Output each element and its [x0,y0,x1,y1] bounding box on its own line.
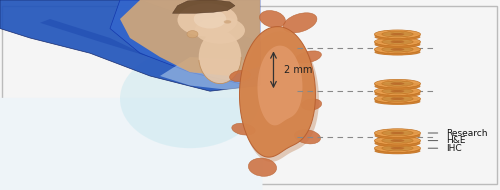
Ellipse shape [374,38,420,46]
Ellipse shape [390,147,404,150]
Ellipse shape [390,97,404,100]
Ellipse shape [374,140,420,147]
Ellipse shape [248,158,276,176]
Ellipse shape [374,31,420,40]
Ellipse shape [187,31,198,38]
Ellipse shape [382,130,413,136]
Polygon shape [160,57,260,91]
Ellipse shape [374,42,420,48]
Ellipse shape [382,96,413,102]
Ellipse shape [374,39,420,48]
Text: Research: Research [446,128,488,138]
Text: IHC: IHC [446,144,462,153]
Ellipse shape [198,30,241,84]
Ellipse shape [374,46,420,55]
Ellipse shape [374,80,420,89]
Ellipse shape [382,81,413,86]
Ellipse shape [283,13,317,33]
Ellipse shape [374,45,420,54]
Ellipse shape [390,139,404,142]
Ellipse shape [374,136,420,145]
Ellipse shape [374,95,420,103]
Ellipse shape [195,17,245,44]
Ellipse shape [302,99,322,110]
Ellipse shape [120,49,260,148]
Ellipse shape [232,123,255,135]
Ellipse shape [374,83,420,90]
Polygon shape [0,0,260,91]
Ellipse shape [374,49,420,55]
Text: 2 mm: 2 mm [284,65,313,75]
Ellipse shape [374,130,420,139]
Ellipse shape [390,40,404,43]
Polygon shape [258,46,302,125]
Ellipse shape [374,99,420,105]
Ellipse shape [382,47,413,52]
Ellipse shape [382,138,413,143]
Polygon shape [110,0,260,84]
Polygon shape [241,31,319,162]
Ellipse shape [374,133,420,139]
Ellipse shape [374,145,420,154]
Ellipse shape [374,148,420,154]
Ellipse shape [260,10,285,28]
Ellipse shape [374,96,420,105]
Polygon shape [172,0,235,13]
Ellipse shape [390,82,404,85]
Ellipse shape [374,91,420,97]
Ellipse shape [382,145,413,151]
FancyBboxPatch shape [0,98,262,190]
Ellipse shape [374,129,420,137]
Ellipse shape [374,88,420,97]
Ellipse shape [374,30,420,38]
Ellipse shape [382,88,413,94]
Ellipse shape [390,132,404,134]
Ellipse shape [374,34,420,40]
Ellipse shape [382,39,413,45]
Ellipse shape [374,79,420,88]
Ellipse shape [382,31,413,37]
Ellipse shape [224,20,231,24]
Ellipse shape [374,137,420,146]
Text: H&E: H&E [446,136,466,145]
Ellipse shape [194,10,226,28]
Ellipse shape [294,130,320,144]
Ellipse shape [374,87,420,95]
Ellipse shape [178,3,238,36]
Ellipse shape [374,144,420,152]
Ellipse shape [230,70,250,82]
Ellipse shape [296,51,322,63]
Ellipse shape [390,48,404,51]
Ellipse shape [390,33,404,36]
Polygon shape [240,27,316,157]
Polygon shape [120,0,260,76]
Polygon shape [40,19,150,57]
Ellipse shape [390,90,404,93]
